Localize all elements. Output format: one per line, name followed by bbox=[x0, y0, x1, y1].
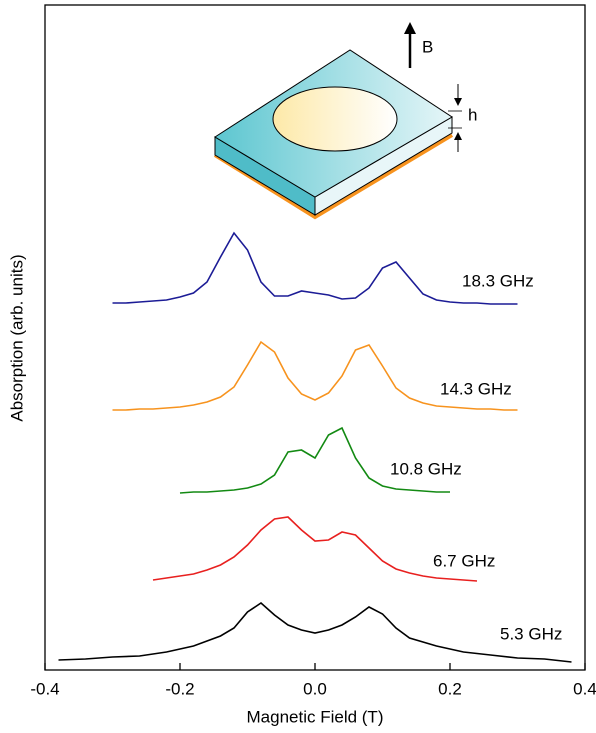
legend-label: 18.3 GHz bbox=[462, 271, 534, 290]
x-axis-label: Magnetic Field (T) bbox=[247, 707, 384, 726]
annotation: h bbox=[468, 105, 477, 124]
disk bbox=[272, 86, 398, 152]
legend-label: 10.8 GHz bbox=[390, 459, 462, 478]
b-arrow-head bbox=[404, 22, 416, 34]
x-tick-label: 0.2 bbox=[438, 679, 462, 698]
x-tick-label: -0.4 bbox=[30, 679, 59, 698]
x-tick-label: -0.2 bbox=[165, 679, 194, 698]
legend-label: 6.7 GHz bbox=[433, 551, 495, 570]
h-arrow-head bbox=[454, 98, 462, 106]
series-line bbox=[152, 516, 478, 582]
legend-label: 14.3 GHz bbox=[440, 379, 512, 398]
x-tick-label: 0.0 bbox=[303, 679, 327, 698]
series-line bbox=[112, 340, 518, 411]
legend-label: 5.3 GHz bbox=[500, 624, 562, 643]
sample-diagram: B h bbox=[213, 22, 477, 220]
h-arrow-head bbox=[454, 132, 462, 140]
series-line bbox=[112, 231, 518, 305]
x-tick-label: 0.4 bbox=[573, 679, 596, 698]
annotation: B bbox=[422, 37, 433, 56]
y-axis-label: Absorption (arb. units) bbox=[7, 254, 26, 421]
series-line bbox=[58, 601, 572, 663]
substrate-edge bbox=[213, 133, 454, 220]
series-line bbox=[179, 426, 450, 494]
